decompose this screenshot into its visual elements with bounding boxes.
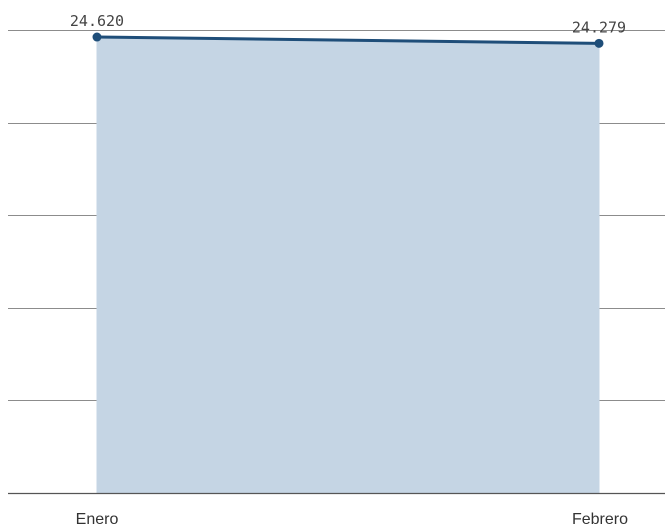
area-layer	[96, 36, 600, 494]
data-label-enero: 24.620	[70, 12, 124, 30]
x-tick-label-enero: Enero	[76, 511, 119, 526]
data-point-enero	[92, 32, 102, 42]
series-area	[96, 36, 600, 494]
data-label-febrero: 24.279	[572, 18, 626, 36]
series-line	[95, 35, 601, 45]
data-label-layer: 24.620 24.279	[70, 12, 626, 36]
line-layer	[95, 35, 601, 45]
x-tick-layer: Enero Febrero	[76, 511, 628, 526]
data-point-febrero	[594, 38, 604, 48]
x-tick-label-febrero: Febrero	[572, 511, 628, 526]
point-layer	[92, 32, 604, 48]
